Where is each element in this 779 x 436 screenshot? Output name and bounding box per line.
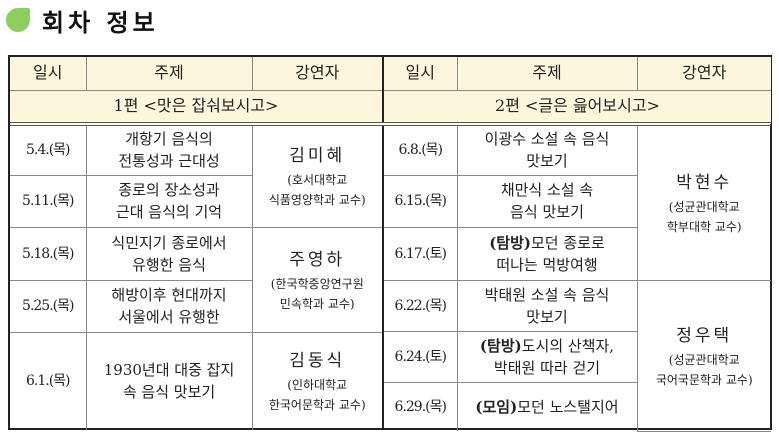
speaker-cell: 김미혜 (호서대학교 식품영양학과 교수)	[251, 123, 383, 228]
date-cell: 5.25.(목)	[10, 279, 87, 333]
table-row: 6.22.(목) 박태원 소설 속 음식 맛보기 정우택 (성균관대학교 국어국문학…	[384, 279, 771, 432]
date-cell: 5.18.(목)	[10, 226, 87, 281]
topic-line1: 1930년대 대중 잡지	[103, 361, 235, 380]
col-date: 일시	[384, 57, 458, 91]
table-row: 6.24.(토) (탐방)도시의 산책자, 박태원 따라 걷기	[384, 330, 771, 383]
topic-line2: 유행한 음식	[132, 255, 206, 274]
section-title-text: 회차 정보	[42, 8, 159, 37]
speaker-affiliation: (인하대학교	[287, 378, 348, 393]
date-cell: 6.17.(토)	[384, 226, 458, 281]
date-cell: 6.15.(목)	[384, 174, 458, 228]
speaker-affiliation: 국어국문학과 교수)	[655, 372, 753, 387]
col-speaker: 강연자	[251, 57, 383, 91]
date-cell: 6.8.(목)	[384, 123, 458, 176]
topic-line1: 이광수 소설 속 음식	[484, 130, 610, 149]
topic-line1: 종로의 장소성과	[118, 181, 220, 199]
speaker-name: 김미혜	[289, 146, 346, 167]
date-cell: 6.29.(목)	[384, 381, 458, 431]
part2-label: 2편 <글은 읊어보시고>	[384, 89, 771, 126]
table-row: 6.15.(목) 채만식 소설 속 음식 맛보기	[384, 174, 771, 228]
table-row: 5.18.(목) 식민지기 종로에서 유행한 음식 주영하 (한국학중앙연구원 민속…	[10, 226, 383, 333]
speaker-cell: 주영하 (한국학중앙연구원 민속학과 교수)	[251, 226, 383, 333]
section-title: 회차 정보	[6, 4, 159, 37]
speaker-name: 김동식	[289, 351, 346, 372]
topic-line1: 개항기 음식의	[125, 130, 213, 149]
topic-line1: 채만식 소설 속	[500, 181, 594, 199]
speaker-name: 박현수	[676, 172, 733, 193]
topic-cell: (모임)모던 노스탤지어	[456, 381, 637, 431]
part2-table: 일시 주제 강연자 2편 <글은 읊어보시고> 6.8.(목) 이광수 소설 속 …	[384, 57, 771, 432]
topic-line2: 맛보기	[526, 307, 568, 326]
speaker-affiliation: 학부대학 교수)	[666, 219, 742, 234]
topic-line2: 서울에서 유행한	[118, 308, 220, 326]
table-row: 5.11.(목) 종로의 장소성과 근대 음식의 기억	[10, 174, 383, 228]
date-cell: 6.1.(목)	[10, 331, 87, 430]
speaker-name: 정우택	[676, 325, 733, 346]
topic-line1: 도시의 산책자,	[521, 336, 615, 355]
topic-prefix: (모임)	[475, 397, 518, 416]
leaf-icon	[6, 8, 30, 32]
col-topic: 주제	[85, 57, 253, 91]
table-row: 5.4.(목) 개항기 음식의 전통성과 근대성 김미혜 (호서대학교 식품영양학과…	[10, 123, 383, 228]
topic-line2: 전통성과 근대성	[118, 152, 220, 171]
col-speaker: 강연자	[636, 57, 771, 91]
topic-line2: 속 음식 맛보기	[122, 383, 216, 402]
col-topic: 주제	[456, 57, 638, 91]
topic-line1: 모던 종로로	[531, 233, 605, 252]
topic-line1: 해방이후 현대까지	[111, 286, 227, 304]
date-cell: 5.11.(목)	[10, 174, 87, 228]
date-cell: 5.4.(목)	[10, 123, 87, 176]
topic-line2: 떠나는 먹방여행	[496, 255, 598, 274]
topic-line2: 맛보기	[526, 152, 568, 171]
date-cell: 6.24.(토)	[384, 330, 458, 383]
speaker-cell: 박현수 (성균관대학교 학부대학 교수)	[636, 123, 771, 281]
schedule-table: 일시 주제 강연자 1편 <맛은 잡숴보시고> 5.4.(목) 개항기 음식의 전통…	[8, 55, 772, 432]
speaker-cell: 김동식 (인하대학교 한국어문학과 교수)	[251, 331, 383, 430]
topic-line2: 근대 음식의 기억	[115, 203, 223, 221]
speaker-affiliation: (호서대학교	[287, 173, 348, 188]
date-cell: 6.22.(목)	[384, 279, 458, 332]
speaker-affiliation: 민속학과 교수)	[279, 296, 355, 311]
speaker-affiliation: (성균관대학교	[668, 352, 740, 367]
table-row: 6.8.(목) 이광수 소설 속 음식 맛보기 박현수 (성균관대학교 학부대학 교…	[384, 123, 771, 281]
topic-cell: (탐방)도시의 산책자, 박태원 따라 걷기	[456, 330, 637, 383]
table-row: 6.29.(목) (모임)모던 노스탤지어	[384, 381, 771, 431]
topic-line1: 모던 노스탤지어	[517, 397, 619, 416]
topic-line2: 음식 맛보기	[510, 203, 584, 221]
topic-prefix: (탐방)	[489, 233, 531, 252]
speaker-affiliation: (성균관대학교	[668, 199, 740, 214]
topic-line2: 박태원 따라 걷기	[493, 358, 601, 377]
topic-line1: 식민지기 종로에서	[111, 233, 227, 252]
topic-line1: 박태원 소설 속 음식	[484, 285, 610, 304]
speaker-affiliation: (한국학중앙연구원	[270, 276, 364, 291]
topic-prefix: (탐방)	[479, 336, 522, 355]
speaker-affiliation: 식품영양학과 교수)	[268, 193, 366, 208]
part1-table: 일시 주제 강연자 1편 <맛은 잡숴보시고> 5.4.(목) 개항기 음식의 전통…	[10, 57, 384, 430]
speaker-cell: 정우택 (성균관대학교 국어국문학과 교수)	[636, 279, 771, 432]
speaker-affiliation: 한국어문학과 교수)	[268, 398, 366, 413]
part1-label: 1편 <맛은 잡숴보시고>	[10, 89, 383, 126]
table-row: 6.1.(목) 1930년대 대중 잡지 속 음식 맛보기 김동식 (인하대학교 한…	[10, 331, 383, 430]
table-row: 6.17.(토) (탐방)모던 종로로 떠나는 먹방여행	[384, 226, 771, 281]
col-date: 일시	[10, 57, 87, 91]
speaker-name: 주영하	[289, 249, 346, 270]
